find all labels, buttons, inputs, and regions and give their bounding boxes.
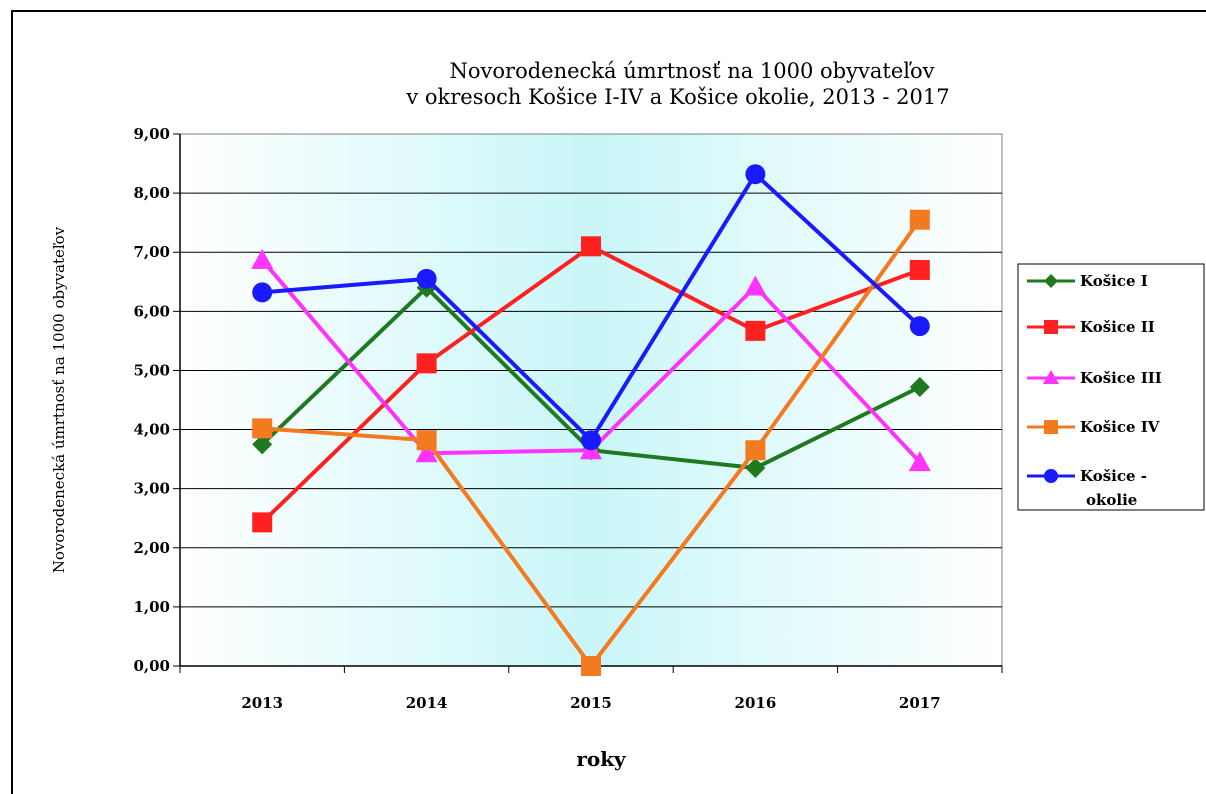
x-tick-label: 2016	[735, 694, 777, 712]
legend-items: Košice I Košice II Košice III Košice IV Koši…	[1027, 272, 1162, 509]
legend-marker	[1044, 469, 1058, 483]
legend: Košice I Košice II Košice III Košice IV Koši…	[1017, 263, 1205, 511]
y-axis-label: Novorodenecká úmrtnosť na 1000 obyvateľo…	[50, 226, 68, 573]
data-point	[416, 268, 437, 289]
series-5	[252, 164, 930, 451]
legend-item: Košice - okolie	[1027, 467, 1147, 509]
plot-area	[179, 133, 1003, 667]
chart-title-line2: v okresoch Košice I-IV a Košice okolie, …	[405, 85, 949, 109]
series-3	[251, 248, 931, 472]
legend-item: Košice III	[1027, 369, 1162, 387]
series-2	[252, 236, 930, 533]
x-axis-label: roky	[576, 747, 627, 771]
legend-label: Košice I	[1080, 272, 1148, 290]
x-tick-label: 2013	[241, 694, 283, 712]
legend-label-line2: okolie	[1086, 491, 1137, 509]
y-tick-labels: 0,00 1,00 2,00 3,00 4,00 5,00 6,00 7,00 8,00 9,00	[133, 125, 170, 675]
data-point	[251, 248, 274, 269]
data-point	[416, 353, 437, 374]
y-tick-label: 0,00	[133, 657, 170, 675]
legend-label: Košice IV	[1080, 418, 1160, 436]
data-point	[745, 320, 766, 341]
data-point	[581, 656, 601, 676]
y-tick-label: 5,00	[133, 361, 170, 379]
y-tick-label: 8,00	[133, 184, 170, 202]
legend-marker	[1044, 274, 1058, 288]
data-point	[745, 164, 766, 185]
data-point	[744, 275, 767, 296]
y-tick-label: 3,00	[133, 480, 170, 498]
x-tick-label: 2014	[406, 694, 448, 712]
legend-label: Košice II	[1080, 318, 1155, 336]
data-point	[909, 209, 930, 230]
data-point	[909, 316, 930, 337]
legend-item: Košice I	[1027, 272, 1148, 290]
legend-item: Košice II	[1027, 318, 1155, 336]
chart-title-line1: Novorodenecká úmrtnosť na 1000 obyvateľo…	[450, 59, 935, 83]
data-point	[252, 418, 273, 439]
x-tick-labels: 2013 2014 2015 2016 2017	[241, 694, 940, 712]
y-tick-label: 9,00	[133, 125, 170, 143]
series-4	[252, 209, 930, 676]
y-tick-label: 4,00	[133, 421, 170, 439]
legend-marker	[1044, 420, 1058, 434]
series-group	[251, 164, 931, 676]
legend-label: Košice III	[1080, 369, 1162, 387]
data-point	[581, 236, 601, 257]
x-tick-label: 2015	[570, 694, 612, 712]
legend-marker	[1044, 320, 1058, 334]
y-tick-label: 6,00	[133, 302, 170, 320]
data-point	[252, 434, 273, 455]
data-point	[908, 451, 931, 472]
legend-box	[1017, 263, 1205, 511]
data-point	[581, 430, 601, 451]
legend-label: Košice -	[1080, 467, 1147, 485]
data-point	[745, 440, 766, 461]
data-point	[415, 442, 438, 463]
x-tick-label: 2017	[899, 694, 941, 712]
legend-item: Košice IV	[1027, 418, 1160, 436]
data-point	[909, 259, 930, 280]
y-tick-label: 1,00	[133, 598, 170, 616]
data-point	[252, 282, 273, 303]
data-point	[745, 457, 766, 478]
legend-marker	[1043, 370, 1059, 384]
y-tick-label: 7,00	[133, 243, 170, 261]
data-point	[252, 512, 273, 533]
data-point	[416, 430, 437, 451]
data-point	[909, 376, 930, 397]
y-tick-label: 2,00	[133, 539, 170, 557]
